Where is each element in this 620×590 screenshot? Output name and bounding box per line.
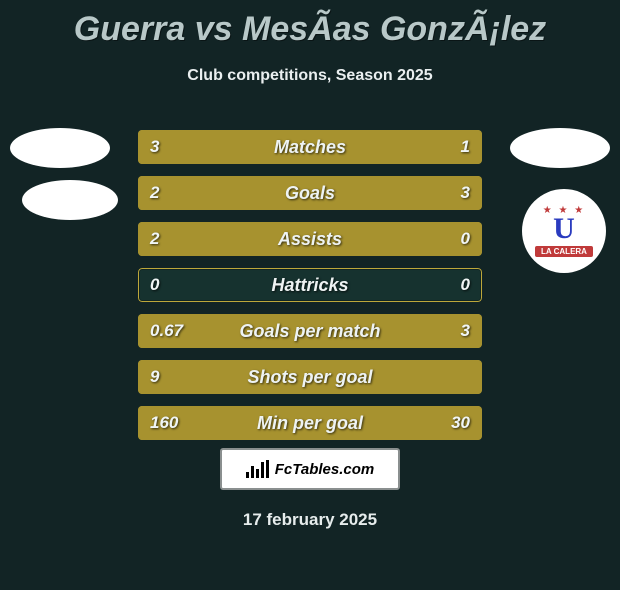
stat-label: Goals (138, 176, 482, 210)
stat-value-left: 2 (150, 176, 159, 210)
stat-value-right: 3 (461, 176, 470, 210)
stat-value-right: 3 (461, 314, 470, 348)
team-logo-left-b (22, 180, 118, 220)
stats-container: Matches31Goals23Assists20Hattricks00Goal… (138, 130, 482, 452)
stat-value-left: 2 (150, 222, 159, 256)
stat-label: Min per goal (138, 406, 482, 440)
stat-value-left: 3 (150, 130, 159, 164)
stat-row: Matches3 1 (138, 130, 482, 164)
stat-value-left: 9 (150, 360, 159, 394)
stat-value-left: 0.67 (150, 314, 183, 348)
stat-value-left: 0 (150, 268, 159, 302)
stat-row: Goals per match0.67 3 (138, 314, 482, 348)
stat-row: Goals2 3 (138, 176, 482, 210)
page-title: Guerra vs MesÃas GonzÃ¡lez (0, 10, 620, 49)
stat-value-left: 160 (150, 406, 178, 440)
page-subtitle: Club competitions, Season 2025 (0, 67, 620, 85)
club-badge-ribbon: LA CALERA (535, 246, 593, 257)
stat-row: Shots per goal9 (138, 360, 482, 394)
stat-row: Assists2 0 (138, 222, 482, 256)
stat-value-right: 1 (461, 130, 470, 164)
chart-icon (246, 460, 269, 478)
stat-row: Hattricks0 0 (138, 268, 482, 302)
team-logo-left-a (10, 128, 110, 168)
stat-value-right: 0 (461, 222, 470, 256)
stat-value-right: 0 (461, 268, 470, 302)
date-label: 17 february 2025 (0, 510, 620, 530)
team-logo-right-a (510, 128, 610, 168)
stat-value-right: 30 (451, 406, 470, 440)
stat-label: Hattricks (138, 268, 482, 302)
stat-label: Shots per goal (138, 360, 482, 394)
club-badge: ★ ★ ★ U LA CALERA (522, 189, 606, 273)
site-name: FcTables.com (275, 461, 374, 478)
stat-row: Min per goal160 30 (138, 406, 482, 440)
stat-label: Goals per match (138, 314, 482, 348)
stat-label: Assists (138, 222, 482, 256)
club-badge-letter: U (553, 214, 575, 244)
stat-label: Matches (138, 130, 482, 164)
site-logo: FcTables.com (220, 448, 400, 490)
